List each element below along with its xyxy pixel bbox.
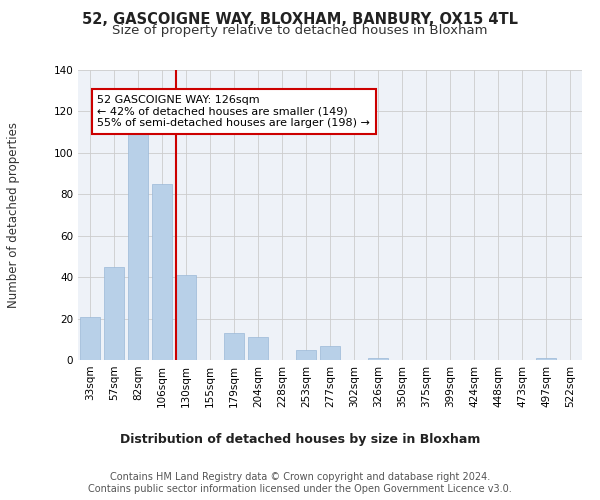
Bar: [248, 337, 268, 360]
Bar: [536, 358, 556, 360]
Text: Contains HM Land Registry data © Crown copyright and database right 2024.
Contai: Contains HM Land Registry data © Crown c…: [88, 472, 512, 494]
Text: Size of property relative to detached houses in Bloxham: Size of property relative to detached ho…: [112, 24, 488, 37]
Text: Number of detached properties: Number of detached properties: [7, 122, 20, 308]
Bar: [176, 275, 196, 360]
Bar: [296, 350, 316, 360]
Text: 52, GASCOIGNE WAY, BLOXHAM, BANBURY, OX15 4TL: 52, GASCOIGNE WAY, BLOXHAM, BANBURY, OX1…: [82, 12, 518, 28]
Bar: [80, 316, 100, 360]
Bar: [368, 358, 388, 360]
Text: Distribution of detached houses by size in Bloxham: Distribution of detached houses by size …: [120, 432, 480, 446]
Bar: [128, 122, 148, 360]
Bar: [320, 346, 340, 360]
Bar: [224, 333, 244, 360]
Bar: [152, 184, 172, 360]
Text: 52 GASCOIGNE WAY: 126sqm
← 42% of detached houses are smaller (149)
55% of semi-: 52 GASCOIGNE WAY: 126sqm ← 42% of detach…: [97, 95, 370, 128]
Bar: [104, 267, 124, 360]
